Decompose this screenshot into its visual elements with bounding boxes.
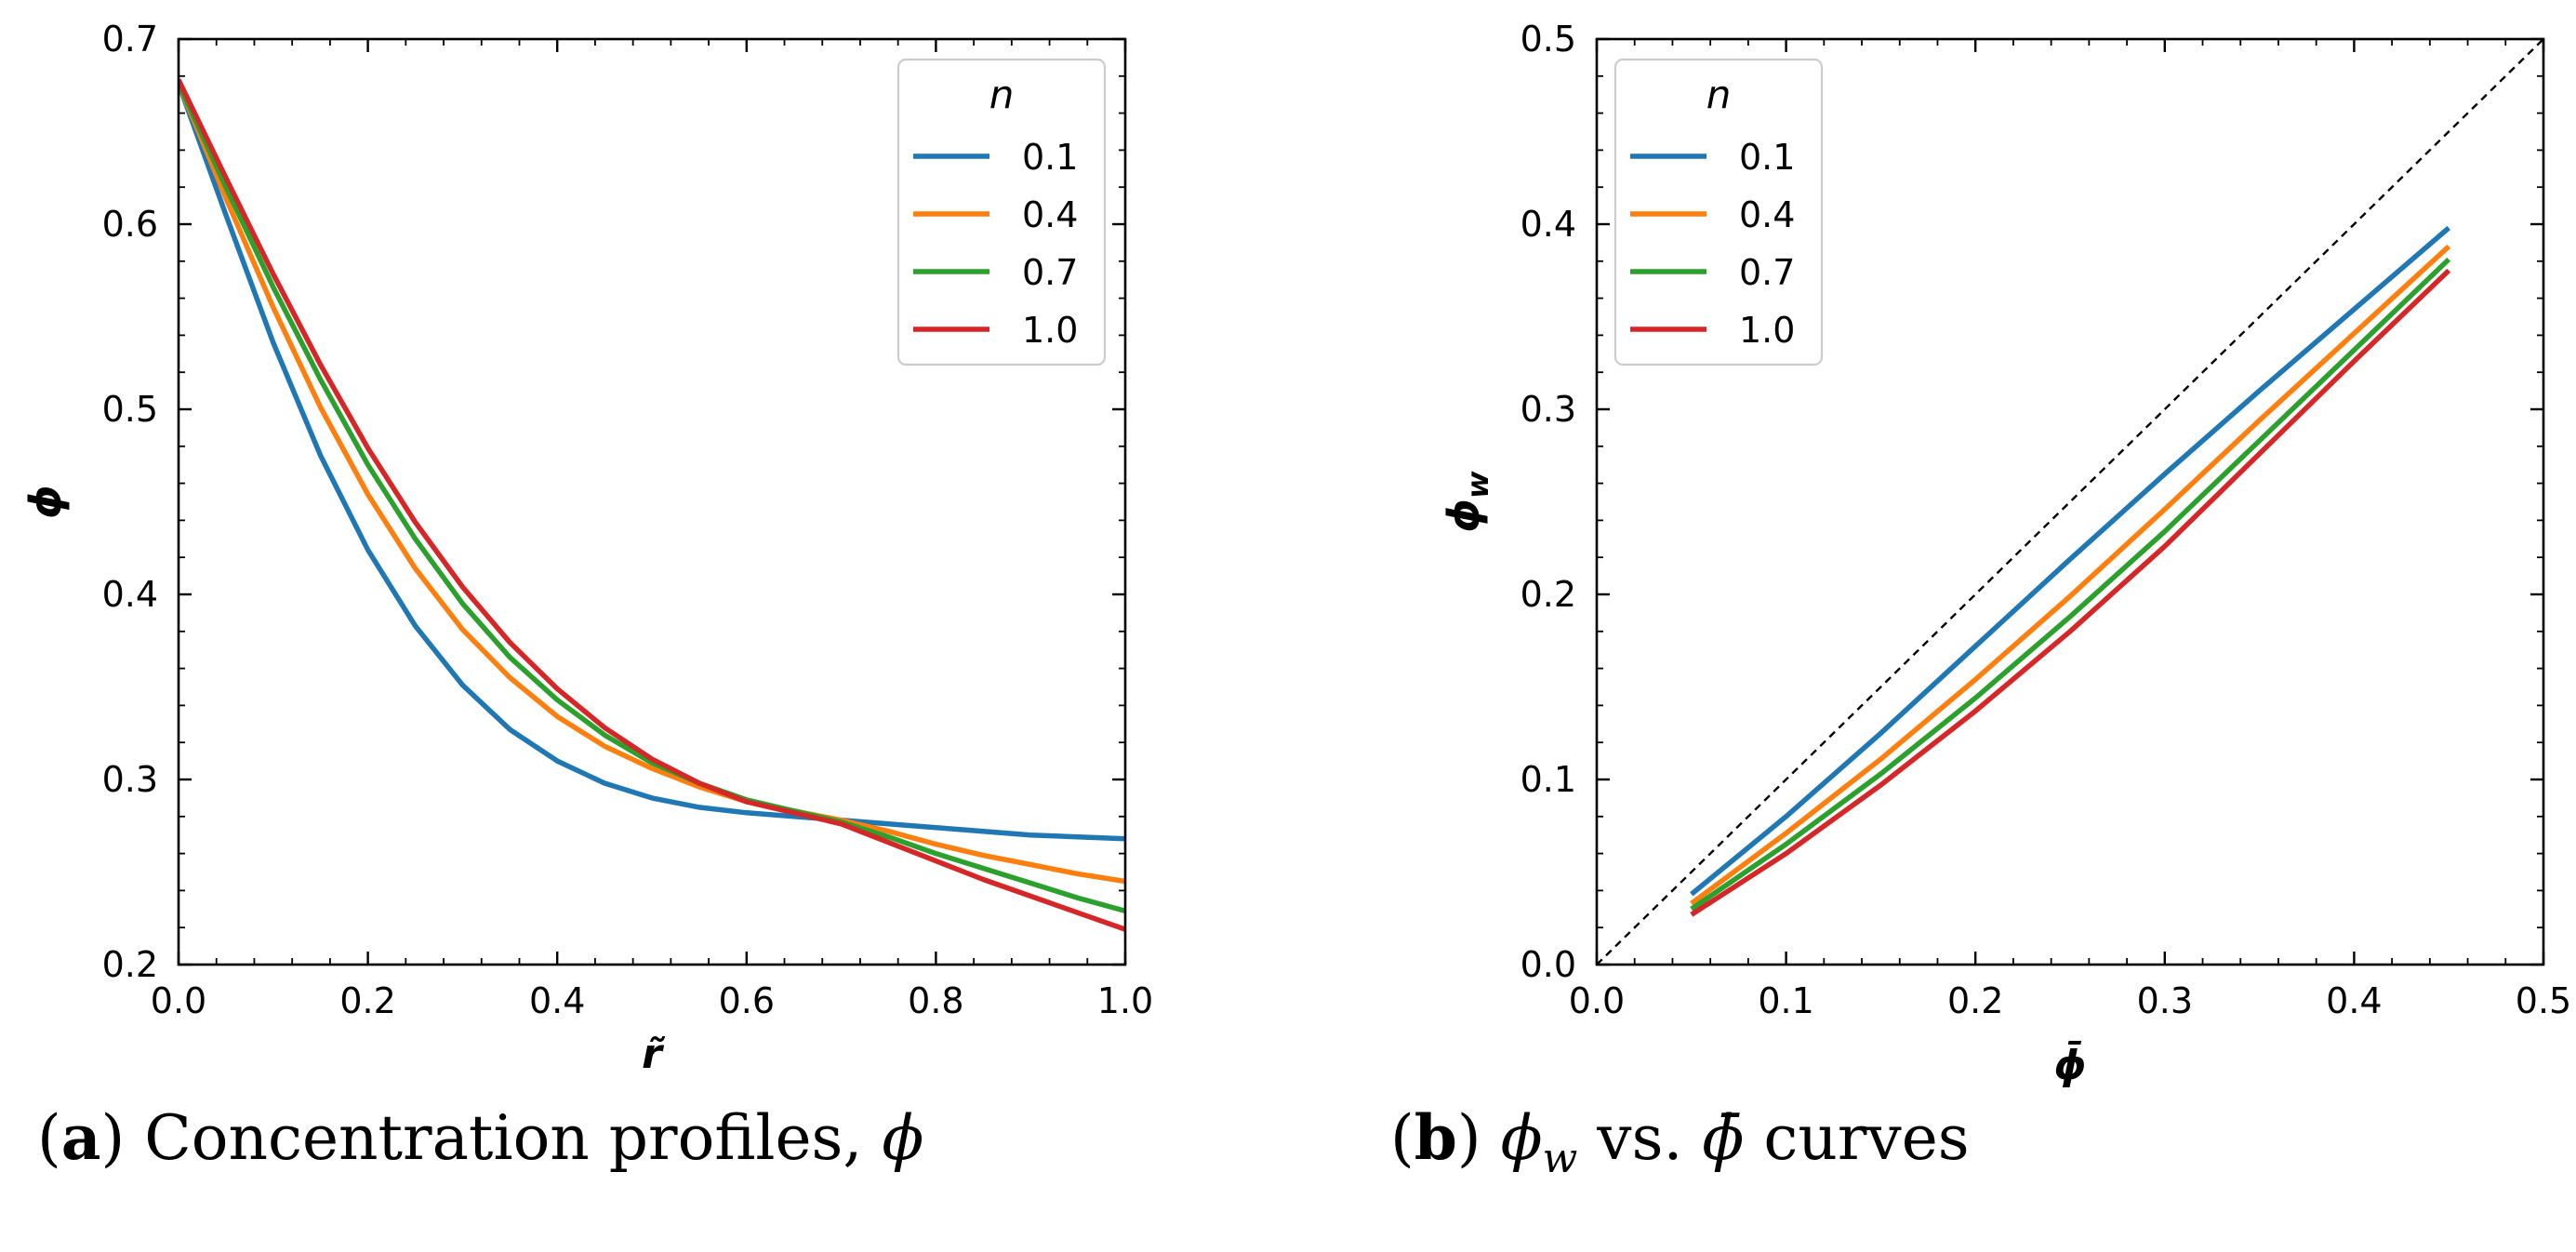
legend-title: n [989, 72, 1015, 117]
y-tick-label: 0.3 [102, 759, 158, 800]
x-tick-label: 0.1 [1758, 980, 1813, 1021]
series-line-n-1.0 [1690, 268, 2451, 917]
caption-b-subscript: w [1542, 1135, 1578, 1183]
legend-label-n-1.0: 1.0 [1022, 310, 1078, 351]
x-tick-label: 0.4 [2326, 980, 2382, 1021]
y-tick-label: 0.2 [102, 944, 158, 985]
x-axis-label: ϕ̄ [2053, 1039, 2086, 1089]
panel-a-chart: 0.0 0.2 0.4 0.6 0.8 1.00.20.30.40.50.60.7r̃ϕn… [20, 19, 1153, 1078]
x-tick-label: 1.0 [1097, 980, 1153, 1021]
y-axis-label-group: ϕ [20, 485, 71, 519]
legend: n0.1 0.4 0.7 1.0 [1613, 58, 1824, 366]
plot-frame [1595, 37, 2545, 966]
x-tick-label: 0.3 [2137, 980, 2193, 1021]
y-axis-label: ϕw [1439, 471, 1495, 533]
legend: n0.1 0.4 0.7 1.0 [896, 58, 1107, 366]
y-tick-label: 0.0 [1520, 944, 1576, 985]
legend-box [896, 58, 1107, 366]
y-tick-label: 0.3 [1520, 389, 1576, 430]
series-line-n-0.7 [1690, 257, 2451, 912]
x-tick-label: 0.2 [1947, 980, 2003, 1021]
legend-title: n [1706, 72, 1732, 117]
series-line-n-0.4 [1690, 244, 2451, 906]
caption-b: (b) ϕw vs. ϕ̄ curves [1390, 1101, 1970, 1183]
y-axis-label: ϕ [20, 485, 71, 519]
x-tick-label: 0.2 [339, 980, 395, 1021]
caption-a-text: Concentration profiles, [125, 1102, 883, 1174]
legend-label-n-0.1: 0.1 [1022, 137, 1078, 178]
plot-frame [177, 37, 1127, 966]
series-line-n-0.1 [1690, 225, 2450, 897]
y-tick-label: 0.5 [1520, 19, 1576, 60]
y-tick-label: 0.2 [1520, 574, 1576, 615]
y-tick-label: 0.6 [102, 204, 158, 245]
caption-a: (a) Concentration profiles, ϕ [37, 1101, 924, 1174]
x-axis-label: r̃ [642, 1031, 665, 1078]
series-line-n-0.7 [179, 82, 1125, 913]
y-axis-label-group: ϕw [1439, 471, 1495, 533]
y-tick-label: 0.7 [102, 19, 158, 60]
caption-b-symbol-2: ϕ̄ [1702, 1102, 1745, 1174]
y-tick-label: 0.5 [102, 389, 158, 430]
x-tick-label: 0.0 [1569, 980, 1625, 1021]
series-line-n-1.0 [179, 78, 1125, 932]
caption-a-label: a [60, 1101, 101, 1174]
x-tick-label: 0.4 [529, 980, 585, 1021]
x-tick-label: 0.6 [719, 980, 775, 1021]
x-tick-label: 0.5 [2516, 980, 2571, 1021]
series-line-n-0.4 [179, 82, 1125, 885]
x-tick-label: 0.8 [908, 980, 963, 1021]
y-tick-label: 0.4 [1520, 204, 1576, 245]
legend-label-n-0.4: 0.4 [1739, 194, 1795, 235]
y-tick-label: 0.4 [102, 574, 158, 615]
caption-b-symbol-1: ϕ [1500, 1102, 1543, 1174]
legend-label-n-1.0: 1.0 [1739, 310, 1795, 351]
caption-b-middle: vs. [1577, 1102, 1703, 1174]
caption-a-symbol: ϕ [882, 1102, 924, 1174]
caption-b-tail: curves [1744, 1102, 1970, 1174]
panel-b-chart: 0.0 0.1 0.2 0.3 0.4 0.5 0.0 0.1 0.2 0.3 0.4 0.5 ϕ̄ ϕw… [1439, 19, 2571, 1089]
legend-label-n-0.7: 0.7 [1022, 252, 1078, 293]
caption-b-label: b [1414, 1101, 1457, 1174]
legend-label-n-0.7: 0.7 [1739, 252, 1795, 293]
legend-box [1613, 58, 1824, 366]
x-tick-label: 0.0 [151, 980, 206, 1021]
legend-label-n-0.1: 0.1 [1739, 137, 1795, 178]
series-line-n-0.1 [179, 82, 1125, 842]
y-tick-label: 0.1 [1520, 759, 1576, 800]
legend-label-n-0.4: 0.4 [1022, 194, 1078, 235]
